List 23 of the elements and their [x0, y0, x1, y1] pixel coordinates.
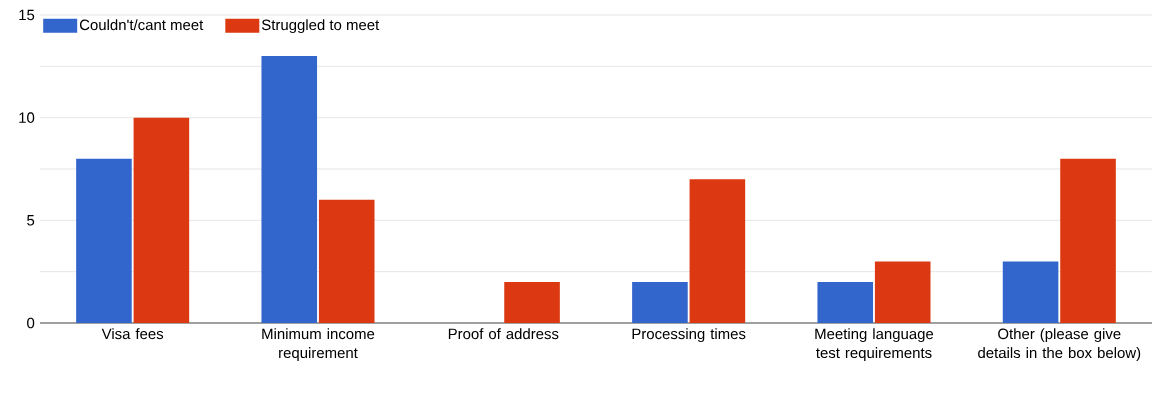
x-tick-label: Proof of address — [448, 328, 559, 340]
x-tick-label: Processing times — [632, 328, 746, 343]
legend-label: Struggled to meet — [261, 19, 380, 34]
bar — [1060, 158, 1116, 323]
x-tick-label: Other (please give details in the box below) — [978, 328, 1141, 362]
bar — [261, 56, 318, 323]
bar — [817, 281, 874, 323]
legend-label: Couldn't/cant meet — [79, 19, 204, 31]
y-tick-label: 5 — [27, 215, 35, 226]
bar — [1002, 261, 1059, 323]
x-tick-label: Visa fees — [101, 328, 164, 340]
y-tick-label: 10 — [19, 112, 35, 123]
x-tick-label: Minimum income requirement — [262, 328, 375, 362]
bar — [689, 179, 746, 323]
bar — [318, 199, 375, 323]
bar — [133, 117, 190, 323]
bar — [76, 158, 132, 323]
y-tick-label: 15 — [19, 9, 35, 21]
x-tick-label: Meeting language test requirements — [815, 328, 934, 362]
bar — [874, 261, 931, 323]
bar — [632, 281, 688, 323]
y-tick-label: 0 — [27, 317, 35, 329]
bar — [504, 281, 560, 323]
